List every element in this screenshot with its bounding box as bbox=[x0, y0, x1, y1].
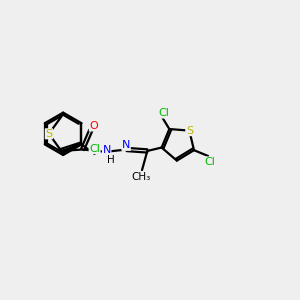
Text: Cl: Cl bbox=[159, 108, 170, 118]
Text: Cl: Cl bbox=[89, 144, 100, 154]
Text: H: H bbox=[107, 155, 115, 165]
Text: N: N bbox=[122, 140, 130, 150]
Text: N: N bbox=[103, 146, 111, 155]
Text: Cl: Cl bbox=[204, 157, 215, 167]
Text: CH₃: CH₃ bbox=[131, 172, 150, 182]
Text: O: O bbox=[89, 121, 98, 131]
Text: S: S bbox=[186, 126, 193, 136]
Text: S: S bbox=[45, 129, 52, 139]
